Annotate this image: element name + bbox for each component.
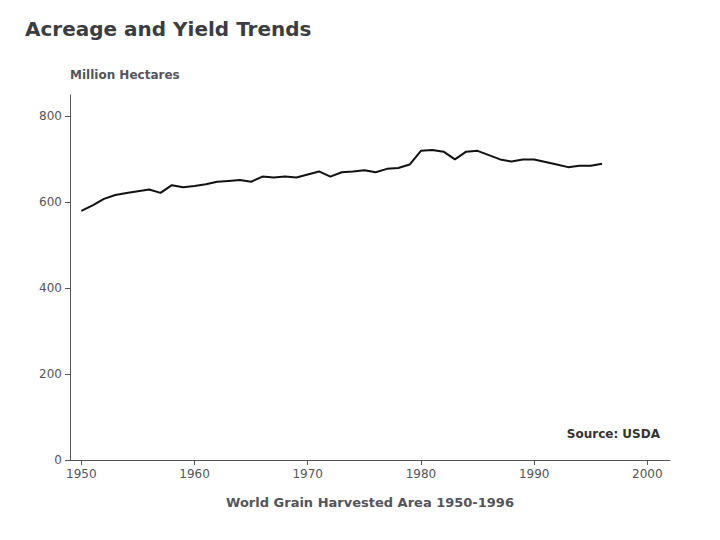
svg-text:Source: USDA: Source: USDA [567,427,661,441]
svg-text:1980: 1980 [406,467,437,481]
svg-text:1950: 1950 [66,467,97,481]
svg-text:Million Hectares: Million Hectares [70,68,180,82]
svg-text:400: 400 [39,281,62,295]
svg-text:Acreage and Yield Trends: Acreage and Yield Trends [25,17,311,41]
svg-text:1960: 1960 [179,467,210,481]
svg-text:800: 800 [39,109,62,123]
svg-text:0: 0 [54,453,62,467]
svg-text:600: 600 [39,195,62,209]
svg-text:200: 200 [39,367,62,381]
svg-text:1990: 1990 [519,467,550,481]
svg-text:2000: 2000 [632,467,663,481]
svg-text:1970: 1970 [292,467,323,481]
svg-text:World Grain Harvested Area 195: World Grain Harvested Area 1950-1996 [226,495,514,510]
